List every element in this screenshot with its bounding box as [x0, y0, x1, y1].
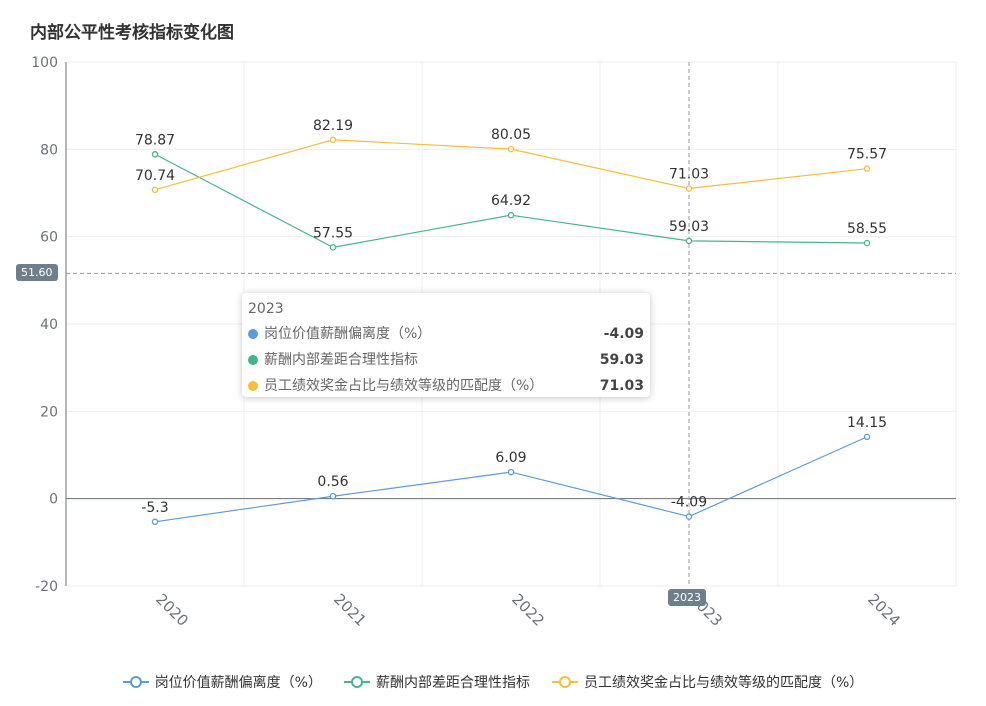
legend-item[interactable]: 岗位价值薪酬偏离度（%）: [122, 672, 322, 692]
tooltip-series-value: 71.03: [599, 378, 644, 394]
data-label: -4.09: [671, 495, 707, 511]
x-tick-label: 2022: [508, 590, 548, 630]
series-dot-icon: [248, 329, 258, 339]
series-dot-icon: [248, 355, 258, 365]
x-tick-label: 2021: [330, 590, 370, 630]
data-point: [685, 185, 693, 192]
legend-label: 薪酬内部差距合理性指标: [376, 675, 530, 691]
data-point: [329, 136, 337, 144]
data-label: 75.57: [847, 147, 887, 163]
tooltip-series-name: 薪酬内部差距合理性指标: [264, 352, 418, 368]
legend-item[interactable]: 薪酬内部差距合理性指标: [344, 672, 530, 692]
data-point: [507, 211, 515, 219]
x-tick-label: 2024: [864, 590, 904, 630]
y-tick-label: 40: [40, 317, 58, 333]
legend-line-icon: [344, 676, 370, 688]
data-label: 64.92: [491, 193, 531, 209]
series-dot-icon: [248, 381, 258, 391]
tooltip-title: 2023: [248, 301, 284, 317]
data-point: [685, 513, 693, 520]
tooltip-row: 岗位价值薪酬偏离度（%） -4.09: [248, 321, 644, 347]
y-tick-label: 60: [40, 230, 58, 246]
data-point: [507, 145, 515, 153]
data-label: 59.03: [669, 219, 709, 235]
tooltip: 2023 岗位价值薪酬偏离度（%） -4.09 薪酬内部差距合理性指标 59.0…: [242, 293, 650, 397]
legend: 岗位价值薪酬偏离度（%） 薪酬内部差距合理性指标 员工绩效奖金占比与绩效等级的匹…: [0, 672, 986, 692]
y-tick-label: -20: [35, 579, 58, 595]
x-crosshair-label: 2023: [668, 589, 706, 606]
legend-line-icon: [552, 676, 578, 688]
y-tick-label: 80: [40, 142, 58, 158]
data-point: [151, 151, 159, 158]
legend-line-icon: [122, 676, 149, 688]
data-point: [329, 492, 337, 500]
data-point: [507, 468, 515, 476]
tooltip-series-value: 59.03: [599, 352, 644, 368]
tooltip-series-name: 员工绩效奖金占比与绩效等级的匹配度（%）: [264, 378, 544, 394]
data-label: 71.03: [669, 167, 709, 183]
chart-title: 内部公平性考核指标变化图: [30, 23, 234, 43]
legend-label: 员工绩效奖金占比与绩效等级的匹配度（%）: [584, 675, 864, 691]
data-point: [151, 186, 159, 194]
data-point: [685, 237, 693, 245]
data-point: [329, 244, 337, 251]
data-label: -5.3: [141, 500, 168, 516]
data-point: [151, 518, 159, 526]
data-label: 70.74: [135, 168, 175, 184]
y-tick-label: 20: [40, 404, 58, 420]
data-point: [863, 433, 871, 441]
tooltip-series-name: 岗位价值薪酬偏离度（%）: [264, 326, 432, 342]
legend-label: 岗位价值薪酬偏离度（%）: [154, 675, 322, 691]
y-crosshair-label: 51.60: [16, 264, 58, 282]
data-label: 78.87: [135, 132, 175, 148]
data-label: 80.05: [491, 127, 531, 143]
y-tick-label: 0: [49, 492, 58, 508]
data-label: 14.15: [847, 415, 887, 431]
data-label: 82.19: [313, 118, 353, 134]
data-label: 0.56: [317, 474, 348, 490]
tooltip-row: 员工绩效奖金占比与绩效等级的匹配度（%） 71.03: [248, 373, 644, 399]
data-label: 6.09: [495, 450, 526, 466]
x-tick-label: 2020: [152, 590, 192, 630]
data-label: 57.55: [313, 225, 353, 241]
data-point: [863, 165, 871, 172]
data-label: 58.55: [847, 221, 887, 237]
data-point: [863, 239, 871, 247]
tooltip-series-value: -4.09: [603, 326, 644, 342]
y-tick-label: 100: [31, 55, 58, 71]
tooltip-row: 薪酬内部差距合理性指标 59.03: [248, 347, 644, 373]
legend-item[interactable]: 员工绩效奖金占比与绩效等级的匹配度（%）: [552, 672, 863, 692]
